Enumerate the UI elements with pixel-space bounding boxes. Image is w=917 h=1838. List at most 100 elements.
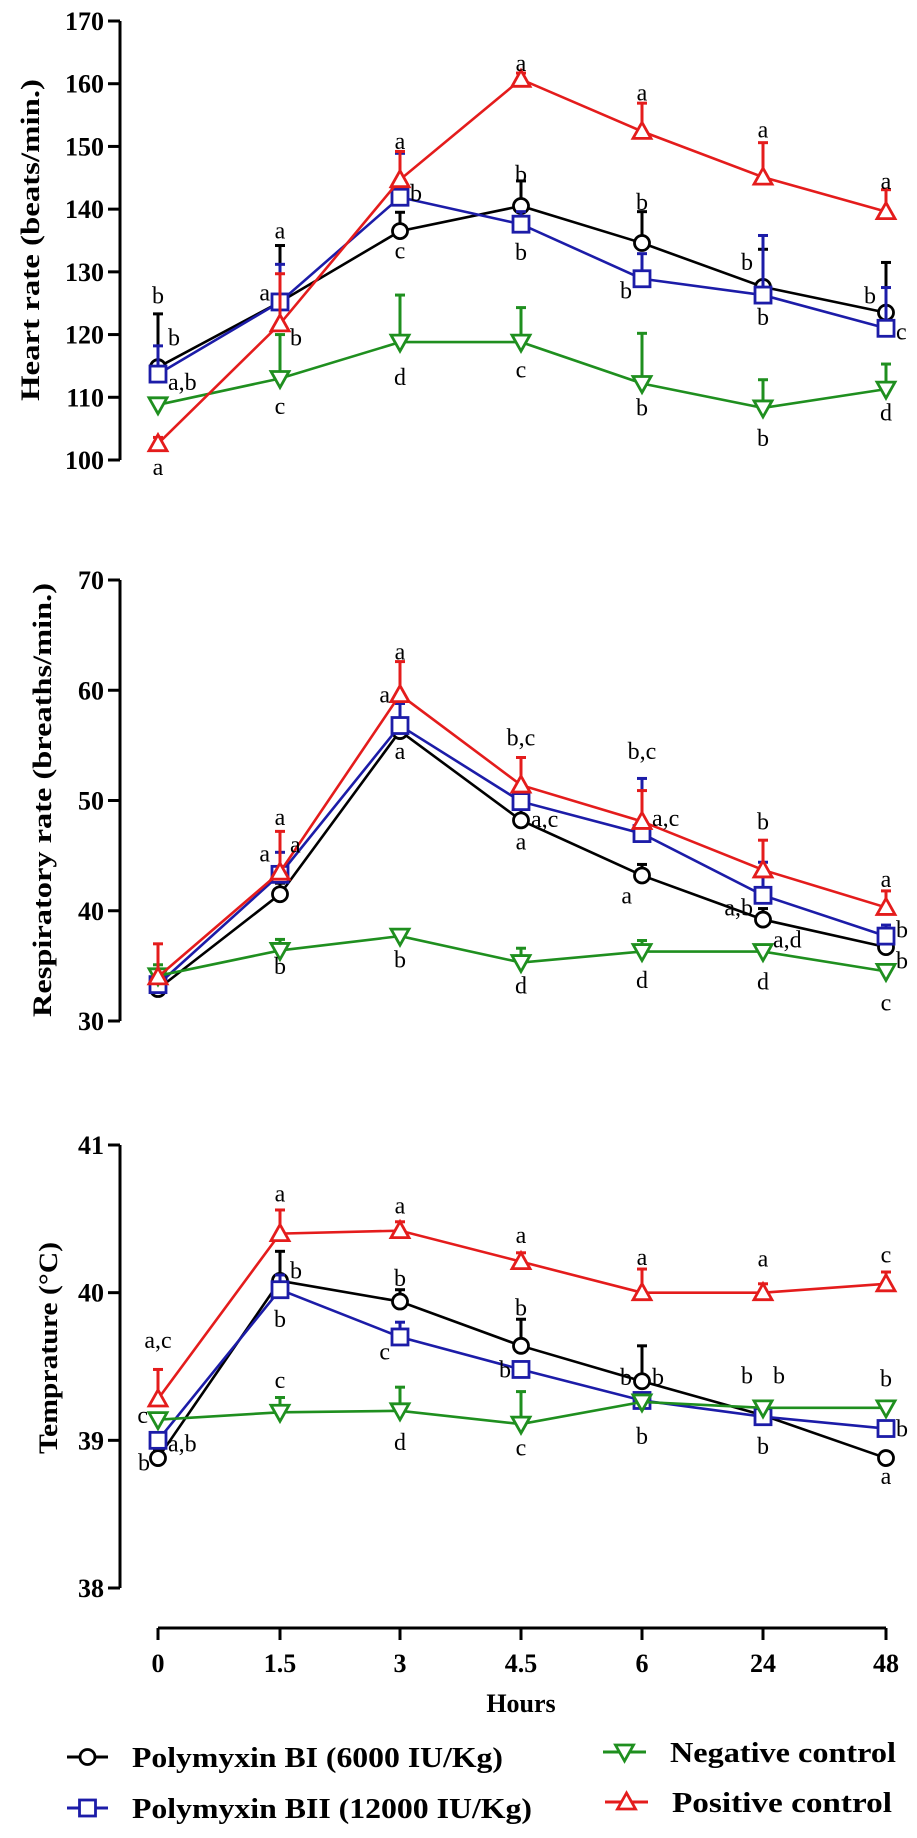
significance-letter: b <box>896 917 908 943</box>
significance-letter: b <box>290 1259 302 1285</box>
significance-letter: a <box>153 455 164 481</box>
significance-letter: b <box>757 305 769 331</box>
data-point <box>630 1393 654 1414</box>
significance-letter: a <box>290 833 301 859</box>
data-point <box>149 1449 167 1467</box>
significance-letter: b <box>757 809 769 835</box>
data-point <box>751 165 775 186</box>
significance-letter: b <box>394 1266 406 1292</box>
legend-item: Negative control <box>603 1738 896 1769</box>
data-point <box>146 431 170 453</box>
significance-letter: b <box>499 1357 511 1383</box>
significance-letter: a,d <box>773 927 802 953</box>
data-point <box>509 67 533 88</box>
significance-letter: c <box>275 394 286 420</box>
data-point <box>271 885 289 904</box>
x-tick-label: 48 <box>873 1649 899 1678</box>
significance-letter: b <box>757 1434 769 1460</box>
data-point <box>390 187 410 207</box>
data-point <box>512 811 530 830</box>
y-tick-label: 50 <box>78 787 104 816</box>
significance-letter: a <box>259 281 270 307</box>
significance-letter: a,c <box>652 806 679 832</box>
significance-letter: a <box>881 867 892 893</box>
data-point <box>753 885 773 905</box>
data-point <box>874 380 898 401</box>
series-negative-control <box>146 927 898 988</box>
y-tick-label: 150 <box>65 132 104 161</box>
data-point <box>633 234 651 252</box>
data-point <box>876 1419 896 1438</box>
x-tick-label: 24 <box>750 1649 776 1678</box>
x-tick-label: 1.5 <box>264 1649 297 1678</box>
data-point <box>874 1271 898 1293</box>
significance-letter: a <box>637 1245 648 1271</box>
data-point <box>268 1403 292 1425</box>
data-point <box>268 942 292 963</box>
significance-letter: b <box>864 284 876 310</box>
data-point <box>388 1402 412 1423</box>
data-point <box>509 333 533 354</box>
data-point <box>391 222 409 240</box>
data-point <box>630 119 654 140</box>
data-point <box>268 312 292 333</box>
significance-letter: b <box>636 190 648 216</box>
significance-letter: b <box>741 250 753 276</box>
data-point <box>751 1399 775 1420</box>
significance-letter: b <box>274 954 286 980</box>
significance-letter: d <box>757 969 769 995</box>
series-positive-control <box>146 660 898 986</box>
legend-label: Negative control <box>670 1738 896 1769</box>
significance-letter: c <box>516 1436 527 1462</box>
data-point <box>511 1360 531 1379</box>
data-point <box>509 1415 533 1436</box>
data-point <box>753 285 773 305</box>
significance-letter: b <box>168 326 180 352</box>
significance-letter: a <box>275 1182 286 1208</box>
data-point <box>509 954 533 975</box>
data-point <box>630 809 654 830</box>
data-point <box>146 396 170 417</box>
data-point <box>630 375 654 396</box>
significance-letter: a <box>395 1194 406 1220</box>
data-point <box>268 370 292 391</box>
significance-letter: c <box>516 358 527 384</box>
significance-letter: a <box>881 169 892 195</box>
legend-item: Polymyxin BII (12000 IU/Kg) <box>67 1794 532 1825</box>
data-point <box>874 962 898 984</box>
significance-letter: d <box>636 968 648 994</box>
y-tick-label: 160 <box>65 70 104 99</box>
y-tick-label: 39 <box>78 1426 104 1455</box>
data-point <box>632 269 652 289</box>
y-tick-label: 40 <box>78 897 104 926</box>
significance-letter: b <box>636 395 648 421</box>
significance-letter: b <box>152 284 164 310</box>
significance-letter: b,c <box>628 739 657 765</box>
significance-letter: a <box>516 829 527 855</box>
significance-letter: a <box>379 683 390 709</box>
data-point <box>391 1292 409 1311</box>
data-point <box>511 214 531 234</box>
data-point <box>388 682 412 704</box>
x-tick-label: 4.5 <box>505 1649 538 1678</box>
data-point <box>630 943 654 964</box>
data-point <box>751 858 775 879</box>
data-point <box>874 199 898 221</box>
y-tick-label: 41 <box>78 1131 104 1160</box>
significance-letter: c <box>881 1242 892 1268</box>
data-point <box>511 792 531 812</box>
y-tick-label: 170 <box>65 7 104 36</box>
x-tick-label: 3 <box>394 1649 407 1678</box>
significance-letter: b <box>274 1307 286 1333</box>
data-point <box>146 1387 170 1408</box>
y-tick-label: 60 <box>78 676 104 705</box>
significance-letter: b,c <box>507 726 536 752</box>
series-positive-control <box>146 67 898 453</box>
significance-letter: c <box>395 239 406 265</box>
y-tick-label: 140 <box>65 195 104 224</box>
y-tick-label: 40 <box>78 1279 104 1308</box>
data-point <box>146 965 170 986</box>
data-point <box>751 1280 775 1302</box>
significance-letter: c <box>881 990 892 1016</box>
